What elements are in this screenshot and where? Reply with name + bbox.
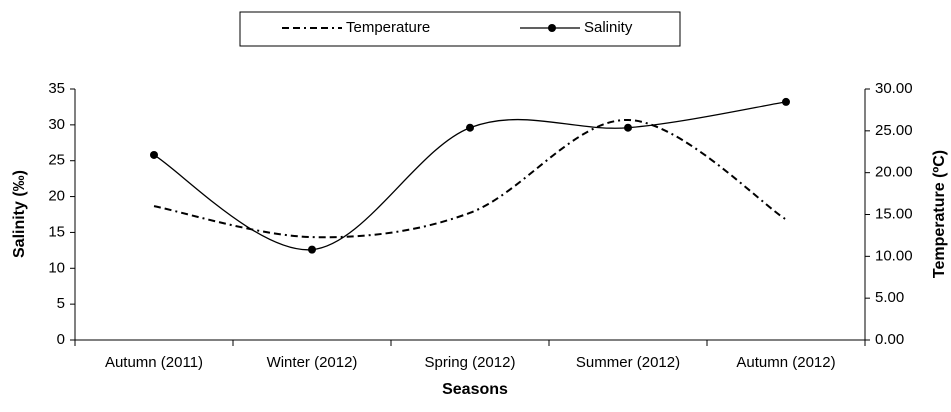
series-marker xyxy=(308,245,316,254)
y-tick-label: 25 xyxy=(48,152,65,169)
y2-tick-label: 10.00 xyxy=(875,247,913,264)
y2-tick-label: 0.00 xyxy=(875,331,904,348)
x-tick-label: Summer (2012) xyxy=(576,354,680,371)
series-marker xyxy=(150,150,158,159)
y2-tick-label: 5.00 xyxy=(875,289,904,306)
y-tick-label: 10 xyxy=(48,259,65,276)
x-tick-label: Winter (2012) xyxy=(267,354,358,371)
series-marker xyxy=(624,123,632,132)
y-axis-title: Salinity (‰) xyxy=(11,170,28,258)
legend-label: Temperature xyxy=(346,19,430,36)
y-tick-label: 20 xyxy=(48,188,65,205)
legend-label: Salinity xyxy=(584,19,633,36)
y2-tick-label: 20.00 xyxy=(875,164,913,181)
y2-axis-title: Temperature (ºC) xyxy=(931,150,948,278)
y-tick-label: 30 xyxy=(48,116,65,133)
y-tick-label: 35 xyxy=(48,80,65,97)
x-tick-label: Autumn (2011) xyxy=(105,354,203,371)
series-line xyxy=(153,101,787,251)
y2-tick-label: 25.00 xyxy=(875,122,913,139)
y2-tick-label: 15.00 xyxy=(875,205,913,222)
y-tick-label: 15 xyxy=(48,223,65,240)
x-tick-label: Autumn (2012) xyxy=(736,354,835,371)
series-marker xyxy=(782,97,790,106)
series-line xyxy=(153,118,787,239)
legend-box xyxy=(239,11,681,47)
y-tick-label: 5 xyxy=(57,295,65,312)
series-marker xyxy=(466,123,474,132)
x-tick-label: Spring (2012) xyxy=(425,354,516,371)
legend-marker xyxy=(548,24,556,32)
y-tick-label: 0 xyxy=(57,331,65,348)
x-axis-title: Seasons xyxy=(442,381,508,398)
y2-tick-label: 30.00 xyxy=(875,80,913,97)
